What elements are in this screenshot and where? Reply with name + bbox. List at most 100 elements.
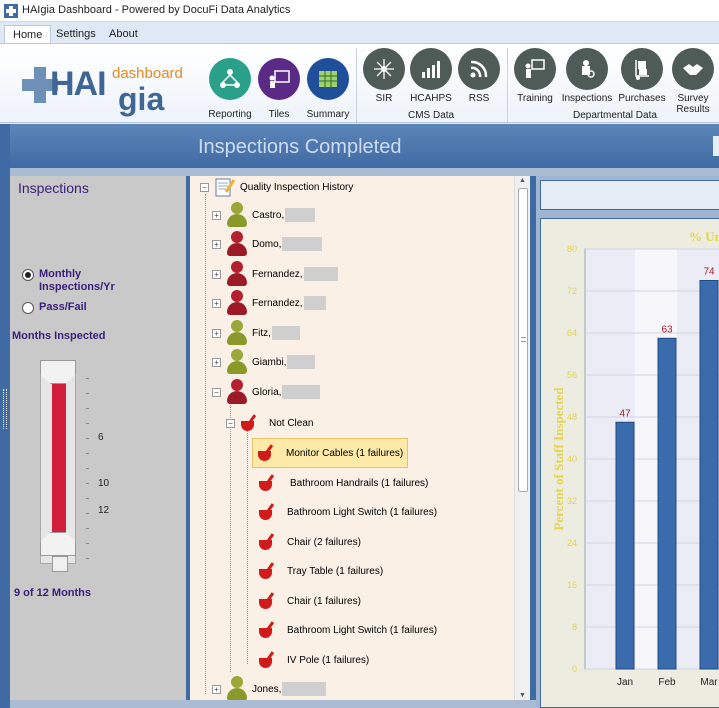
rss-icon: [458, 48, 500, 90]
tree-root-node[interactable]: − Quality Inspection History: [200, 176, 353, 198]
inspection-history-tree[interactable]: − Quality Inspection History + Castro, +…: [190, 176, 530, 700]
failure-item[interactable]: Tray Table (1 failures): [258, 560, 383, 582]
notepad-pencil-icon: [215, 178, 236, 197]
plunger-icon: [258, 474, 278, 492]
banner-title: Inspections Completed: [198, 136, 402, 158]
failure-item-selected[interactable]: Monitor Cables (1 failures): [252, 438, 409, 468]
failure-item[interactable]: Chair (1 failures): [258, 590, 361, 612]
section-banner: Inspections Completed: [10, 124, 719, 168]
expand-icon[interactable]: +: [212, 684, 221, 694]
tree-scrollbar[interactable]: ▲ ▼: [514, 176, 530, 700]
collapse-icon[interactable]: −: [200, 182, 209, 192]
bar-growth-icon: [410, 48, 452, 90]
tree-person-node[interactable]: + Fernandez,: [212, 290, 326, 315]
expand-icon[interactable]: +: [212, 239, 221, 249]
expand-icon[interactable]: +: [212, 298, 221, 308]
slider-tick: [86, 393, 89, 394]
person-fail-icon: [226, 231, 248, 257]
collapse-icon[interactable]: −: [212, 387, 221, 397]
slider-tick: [86, 408, 89, 409]
tiles-label: Tiles: [268, 109, 290, 120]
tree-person-node[interactable]: + Giambi,: [212, 349, 316, 374]
tree-person-node[interactable]: + Fernandez,: [212, 261, 338, 286]
chart-panel: 0 8 16 24 32 40 48 56 64 72 80 % Uni Percent of Staf…: [536, 176, 719, 708]
ribbon-separator: [356, 48, 357, 122]
redacted-name-block: [303, 296, 326, 310]
x-tick-label: Mar: [700, 677, 718, 688]
monthly-inspections-radio[interactable]: Monthly Inspections/Yr: [22, 268, 115, 294]
tree-person-node[interactable]: − Gloria,: [212, 379, 321, 404]
y-tick-label: 8: [572, 622, 577, 632]
redacted-name-block: [282, 682, 327, 696]
person-pass-icon: [226, 320, 248, 346]
failure-item[interactable]: Bathroom Light Switch (1 failures): [258, 619, 437, 641]
bar-value-label: 63: [661, 324, 673, 335]
scroll-up-arrow-icon[interactable]: ▲: [519, 177, 526, 184]
collapsed-side-strip[interactable]: [0, 124, 10, 708]
training-button[interactable]: Training: [508, 48, 562, 104]
hcahps-button[interactable]: HCAHPS: [404, 48, 458, 104]
failure-label: Bathroom Light Switch (1 failures): [287, 624, 438, 636]
tree-person-node[interactable]: + Jones,: [212, 676, 327, 700]
expand-icon[interactable]: +: [212, 328, 221, 338]
splitter-grip[interactable]: [3, 389, 7, 429]
cms-data-group-label: CMS Data: [408, 110, 455, 121]
y-tick-label: 16: [567, 580, 577, 590]
failure-label: IV Pole (1 failures): [287, 654, 370, 666]
radio-unselected-icon[interactable]: [22, 302, 34, 314]
expand-icon[interactable]: +: [212, 269, 221, 279]
slider-tick: [86, 513, 89, 514]
failure-label: Monitor Cables (1 failures): [286, 447, 404, 459]
person-name: Domo,: [252, 238, 282, 250]
tree-person-node[interactable]: + Fitz,: [212, 320, 300, 346]
scroll-down-arrow-icon[interactable]: ▼: [519, 692, 526, 699]
slider-tick: [86, 453, 89, 454]
collapse-icon[interactable]: −: [226, 418, 235, 428]
tab-about[interactable]: About: [109, 28, 138, 40]
tree-connector: [230, 402, 231, 672]
purchases-button[interactable]: Purchases: [615, 48, 669, 104]
rss-button[interactable]: RSS: [452, 48, 506, 104]
expand-icon[interactable]: +: [212, 210, 221, 220]
plunger-icon: [240, 414, 260, 432]
app-icon: [4, 4, 18, 18]
logo-dashboard: dashboard: [112, 65, 183, 82]
failure-item[interactable]: Chair (2 failures): [258, 531, 361, 553]
failure-item[interactable]: IV Pole (1 failures): [258, 649, 369, 671]
y-tick-label: 72: [567, 286, 577, 296]
inspections-label: Inspections: [561, 93, 613, 104]
pass-fail-radio[interactable]: Pass/Fail: [22, 301, 87, 314]
tab-home[interactable]: Home: [4, 25, 52, 44]
redacted-name-block: [287, 355, 316, 369]
panel-divider[interactable]: [530, 176, 536, 700]
summary-button[interactable]: Summary: [301, 58, 355, 120]
plunger-icon: [258, 503, 278, 521]
radio-selected-icon[interactable]: [22, 269, 34, 281]
scroll-thumb[interactable]: [518, 188, 528, 492]
chart-container: 0 8 16 24 32 40 48 56 64 72 80 % Uni Percent of Staf…: [540, 218, 719, 708]
reporting-button[interactable]: Reporting: [203, 58, 257, 120]
tree-person-node[interactable]: + Castro,: [212, 202, 316, 227]
inspections-button[interactable]: Inspections: [560, 48, 614, 104]
people-network-icon: [209, 58, 251, 100]
failure-item[interactable]: Bathroom Light Switch (1 failures): [258, 501, 437, 523]
panel-heading: Inspections: [18, 180, 89, 196]
bar-value-label: 74: [703, 267, 715, 278]
tree-root-label: Quality Inspection History: [240, 181, 354, 193]
not-clean-node[interactable]: − Not Clean: [226, 412, 313, 434]
y-tick-label: 24: [567, 538, 577, 548]
tiles-button[interactable]: Tiles: [252, 58, 306, 120]
expand-icon[interactable]: +: [212, 357, 221, 367]
tree-person-node[interactable]: + Domo,: [212, 231, 323, 257]
failure-label: Tray Table (1 failures): [287, 565, 384, 577]
panel-divider[interactable]: [186, 176, 190, 700]
failure-item[interactable]: Bathroom Handrails (1 failures): [258, 472, 428, 494]
slider-tick: [86, 468, 89, 469]
reporting-label: Reporting: [208, 109, 252, 120]
sir-button[interactable]: SIR: [357, 48, 411, 104]
tab-settings[interactable]: Settings: [56, 28, 96, 40]
redacted-name-block: [271, 326, 300, 340]
not-clean-label: Not Clean: [269, 417, 314, 429]
survey-results-button[interactable]: Survey Results: [666, 48, 719, 115]
person-name: Jones,: [252, 683, 282, 695]
